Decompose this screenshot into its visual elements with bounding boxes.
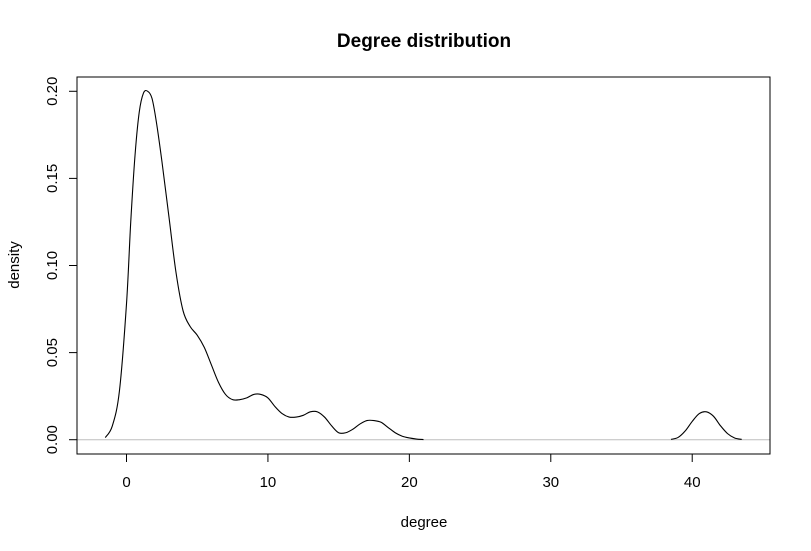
x-tick-label: 0 (122, 474, 130, 491)
y-axis: 0.00 0.05 0.10 0.15 0.20 (44, 77, 78, 454)
x-tick-label: 30 (542, 474, 559, 491)
y-tick-label: 0.10 (44, 251, 61, 280)
density-curve-main (104, 89, 424, 441)
chart-title: Degree distribution (337, 31, 511, 52)
x-tick-label: 20 (401, 474, 418, 491)
y-tick-label: 0.15 (44, 164, 61, 193)
y-tick-label: 0.20 (44, 77, 61, 106)
y-axis-label: density (6, 241, 23, 289)
x-tick-label: 10 (260, 474, 277, 491)
x-axis-label: degree (401, 514, 448, 531)
density-curve-outlier (670, 411, 742, 440)
y-tick-label: 0.00 (44, 425, 61, 454)
x-axis: 0 10 20 30 40 (122, 453, 701, 491)
x-tick-label: 40 (684, 474, 701, 491)
y-tick-label: 0.05 (44, 338, 61, 367)
